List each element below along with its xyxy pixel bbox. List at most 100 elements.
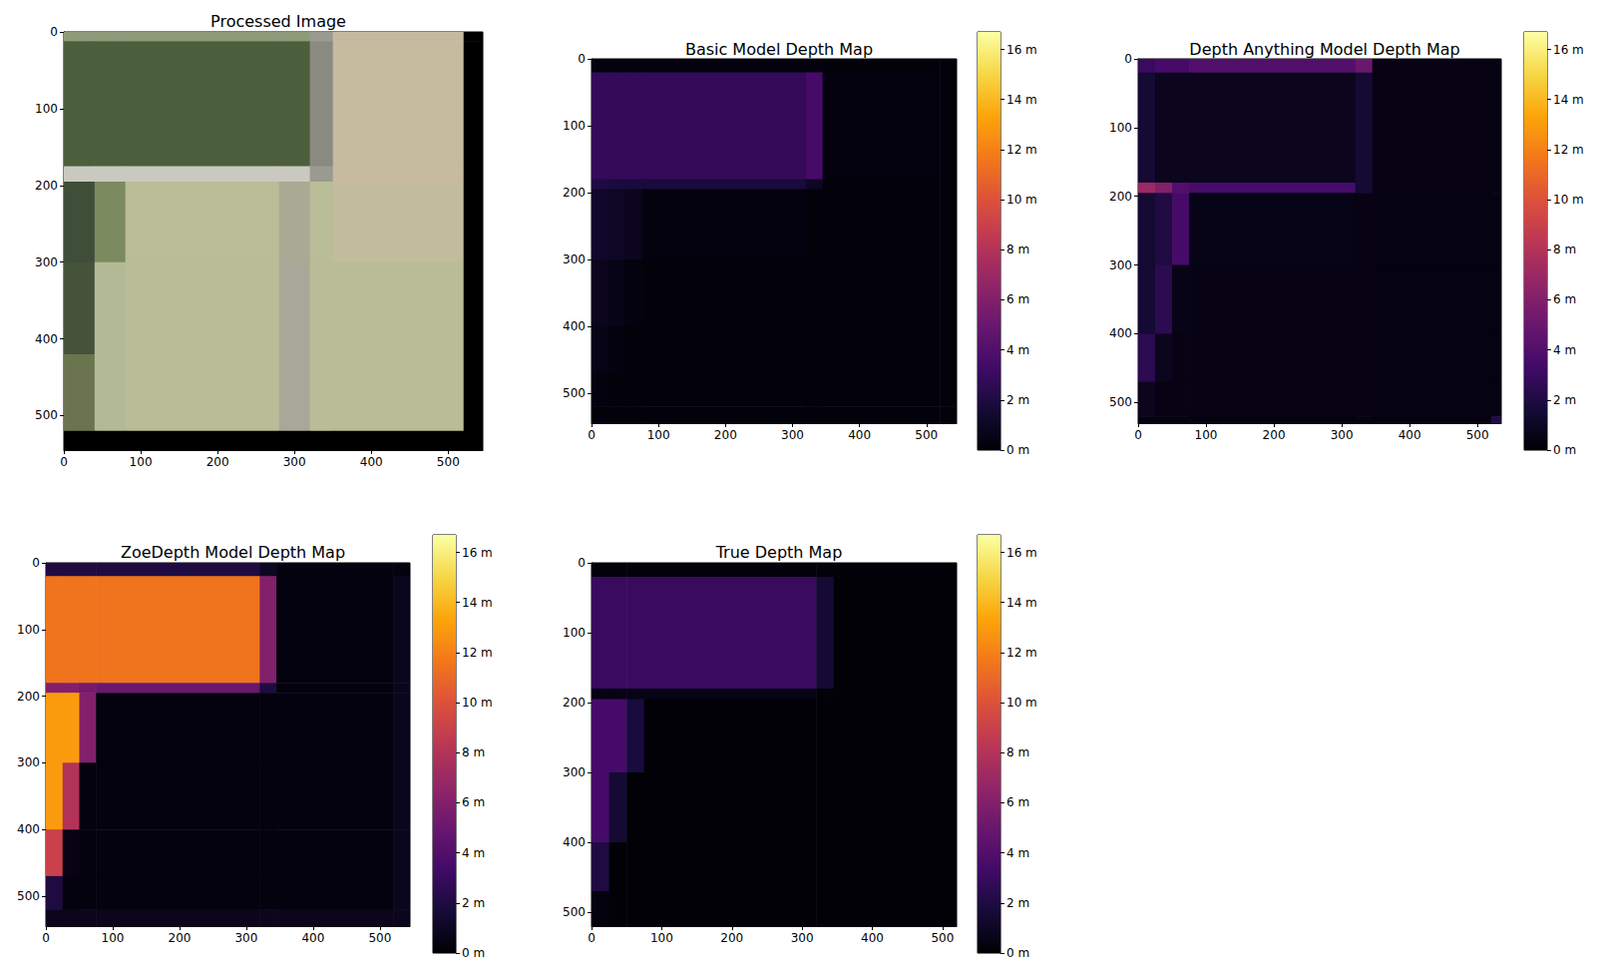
svg-text:Depth Anything Model Depth Map: Depth Anything Model Depth Map (1189, 39, 1460, 59)
svg-text:500: 500 (562, 386, 586, 400)
svg-text:0: 0 (577, 555, 586, 570)
svg-text:400: 400 (1109, 326, 1133, 341)
svg-text:16 m: 16 m (1553, 42, 1585, 57)
svg-text:4 m: 4 m (1553, 343, 1577, 358)
svg-text:300: 300 (16, 755, 40, 770)
svg-text:400: 400 (860, 930, 884, 945)
svg-text:6 m: 6 m (1006, 292, 1030, 307)
svg-text:0: 0 (31, 555, 40, 570)
svg-text:100: 100 (562, 625, 586, 640)
svg-text:500: 500 (1109, 395, 1133, 409)
svg-text:100: 100 (647, 427, 671, 442)
svg-text:8 m: 8 m (1006, 745, 1030, 760)
svg-text:ZoeDepth Model Depth Map: ZoeDepth Model Depth Map (120, 542, 346, 562)
svg-text:300: 300 (1330, 427, 1354, 442)
svg-text:2 m: 2 m (1553, 393, 1577, 407)
svg-text:14 m: 14 m (1006, 595, 1038, 610)
svg-text:400: 400 (360, 454, 384, 469)
svg-text:400: 400 (847, 427, 871, 442)
svg-text:Basic Model Depth Map: Basic Model Depth Map (685, 39, 873, 59)
svg-text:200: 200 (562, 695, 586, 710)
svg-text:0: 0 (587, 427, 596, 442)
svg-text:500: 500 (368, 930, 392, 945)
svg-text:100: 100 (1109, 120, 1133, 135)
svg-text:0: 0 (1124, 51, 1133, 66)
svg-text:500: 500 (34, 407, 58, 422)
svg-text:200: 200 (714, 427, 738, 442)
svg-text:12 m: 12 m (1006, 142, 1038, 157)
svg-text:10 m: 10 m (1006, 695, 1038, 710)
svg-text:100: 100 (1195, 427, 1218, 442)
svg-text:16 m: 16 m (461, 545, 493, 560)
svg-text:500: 500 (562, 904, 586, 919)
svg-text:400: 400 (562, 319, 586, 334)
svg-text:4 m: 4 m (1006, 845, 1030, 860)
svg-text:400: 400 (1398, 427, 1422, 442)
svg-text:400: 400 (34, 332, 58, 347)
svg-text:14 m: 14 m (1006, 92, 1038, 107)
svg-text:0: 0 (1134, 427, 1143, 442)
svg-text:2 m: 2 m (1006, 895, 1030, 910)
svg-text:4 m: 4 m (1006, 343, 1030, 358)
svg-text:0 m: 0 m (1553, 442, 1577, 457)
svg-text:100: 100 (16, 622, 40, 637)
svg-text:300: 300 (1109, 258, 1133, 273)
svg-text:300: 300 (234, 930, 258, 945)
svg-text:200: 200 (720, 930, 744, 945)
svg-text:100: 100 (562, 118, 586, 133)
svg-text:200: 200 (206, 454, 230, 469)
svg-text:0: 0 (49, 24, 58, 39)
svg-text:200: 200 (1262, 427, 1286, 442)
svg-text:500: 500 (930, 930, 954, 945)
svg-text:6 m: 6 m (1006, 795, 1030, 809)
svg-text:2 m: 2 m (461, 895, 485, 910)
svg-text:300: 300 (562, 252, 586, 267)
svg-text:2 m: 2 m (1006, 393, 1030, 407)
svg-text:200: 200 (562, 185, 586, 200)
svg-text:500: 500 (914, 427, 938, 442)
svg-text:300: 300 (791, 930, 814, 945)
svg-text:0: 0 (577, 51, 586, 66)
svg-text:0 m: 0 m (1006, 945, 1030, 960)
svg-text:0: 0 (41, 930, 50, 945)
svg-text:500: 500 (1466, 427, 1490, 442)
svg-text:12 m: 12 m (461, 645, 493, 660)
svg-text:300: 300 (34, 255, 58, 270)
svg-text:400: 400 (16, 821, 40, 836)
svg-text:10 m: 10 m (1006, 192, 1038, 207)
svg-text:300: 300 (781, 427, 804, 442)
svg-text:8 m: 8 m (461, 745, 485, 760)
svg-text:6 m: 6 m (461, 795, 485, 809)
svg-text:200: 200 (34, 178, 58, 193)
svg-text:0 m: 0 m (1006, 442, 1030, 457)
svg-text:0: 0 (587, 930, 596, 945)
svg-text:8 m: 8 m (1553, 242, 1577, 257)
svg-text:8 m: 8 m (1006, 242, 1030, 257)
svg-text:12 m: 12 m (1553, 142, 1585, 157)
svg-text:0 m: 0 m (461, 945, 485, 960)
svg-text:300: 300 (283, 454, 307, 469)
svg-text:100: 100 (101, 930, 125, 945)
svg-text:100: 100 (34, 101, 58, 116)
svg-text:16 m: 16 m (1006, 545, 1038, 560)
svg-text:4 m: 4 m (461, 845, 485, 860)
svg-text:14 m: 14 m (461, 595, 493, 610)
svg-text:0: 0 (59, 454, 68, 469)
svg-text:200: 200 (1109, 189, 1133, 204)
svg-text:True Depth Map: True Depth Map (715, 542, 843, 562)
svg-text:200: 200 (16, 689, 40, 704)
svg-text:400: 400 (301, 930, 325, 945)
svg-text:100: 100 (129, 454, 153, 469)
svg-text:200: 200 (167, 930, 191, 945)
svg-text:16 m: 16 m (1006, 42, 1038, 57)
svg-text:Processed Image: Processed Image (210, 11, 347, 31)
svg-text:500: 500 (16, 888, 40, 903)
svg-text:400: 400 (562, 834, 586, 849)
svg-text:500: 500 (436, 454, 460, 469)
svg-text:10 m: 10 m (1553, 192, 1585, 207)
svg-text:100: 100 (650, 930, 674, 945)
svg-text:300: 300 (562, 765, 586, 780)
svg-text:14 m: 14 m (1553, 92, 1585, 107)
svg-text:6 m: 6 m (1553, 292, 1577, 307)
svg-text:12 m: 12 m (1006, 645, 1038, 660)
